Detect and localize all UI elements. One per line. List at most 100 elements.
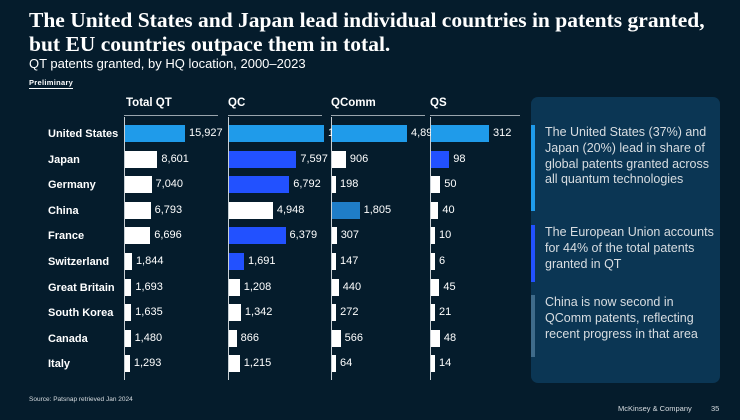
bar-total-qt — [125, 150, 158, 168]
bar-total-qt — [125, 329, 131, 347]
column-header-rule — [331, 115, 425, 116]
bar-qc — [229, 227, 286, 245]
bar-qcomm — [332, 201, 360, 219]
row-label-italy: Italy — [48, 358, 71, 371]
note-accent-bar — [531, 295, 535, 357]
data-label: 6,793 — [154, 203, 183, 216]
bar-qs — [431, 176, 441, 194]
data-label: 1,805 — [363, 203, 392, 216]
bar-qs — [431, 278, 440, 296]
insight-note-1: The United States (37%) and Japan (20%) … — [545, 125, 709, 187]
insight-note-2: The European Union accounts for 44% of t… — [545, 225, 714, 271]
bar-total-qt — [125, 176, 152, 194]
bar-qc — [229, 329, 237, 347]
row-label-france: France — [48, 230, 85, 243]
data-label: 1,635 — [135, 306, 163, 319]
note-accent-bar — [531, 225, 535, 282]
data-label: 98 — [453, 152, 466, 165]
row-label-germany: Germany — [48, 179, 96, 192]
bar-qcomm — [332, 304, 337, 322]
bar-qs — [431, 304, 435, 322]
bar-qs — [431, 227, 435, 245]
bar-total-qt — [125, 278, 132, 296]
data-label: 14 — [439, 357, 452, 370]
bar-qs — [431, 253, 435, 270]
data-label: 15,927 — [189, 127, 223, 139]
bar-total-qt — [125, 227, 151, 245]
data-label: 48 — [443, 331, 457, 344]
chart-subtitle: QT patents granted, by HQ location, 2000… — [29, 56, 306, 71]
data-label: 40 — [442, 203, 455, 216]
data-label: 440 — [342, 280, 362, 293]
data-label: 45 — [443, 280, 456, 293]
bar-qc — [229, 125, 324, 142]
column-axis-line — [430, 117, 431, 380]
column-axis-line — [331, 117, 332, 380]
column-axis-line — [228, 117, 229, 380]
data-label: 307 — [340, 229, 360, 242]
data-label: 1,691 — [247, 255, 276, 267]
data-label: 1,342 — [244, 306, 273, 319]
data-label: 6,792 — [293, 178, 321, 191]
data-label: 50 — [444, 178, 457, 191]
bar-qcomm — [332, 227, 337, 245]
preliminary-label: Preliminary — [29, 78, 74, 89]
data-label: 1,215 — [243, 357, 272, 370]
data-label: 7,597 — [300, 152, 328, 165]
bar-total-qt — [125, 201, 151, 219]
page-title: The United States and Japan lead individ… — [29, 8, 705, 56]
data-label: 10 — [439, 229, 452, 242]
row-label-south-korea: South Korea — [48, 307, 114, 320]
bar-qc — [229, 304, 241, 322]
data-label: 64 — [340, 357, 353, 370]
column-header-rule — [430, 115, 520, 116]
bar-qs — [431, 355, 435, 373]
row-label-united-states: United States — [48, 128, 119, 140]
data-label: 21 — [439, 306, 452, 319]
bar-total-qt — [125, 304, 132, 322]
bar-qs — [431, 201, 439, 219]
data-label: 6 — [439, 255, 446, 267]
data-label: 8,601 — [161, 152, 189, 165]
bar-qs — [431, 329, 440, 347]
data-label: 906 — [349, 152, 369, 165]
bar-total-qt — [125, 125, 185, 142]
bar-qc — [229, 176, 290, 194]
row-label-japan: Japan — [48, 153, 80, 166]
bar-qc — [229, 201, 273, 219]
bar-qc — [229, 278, 240, 296]
bar-total-qt — [125, 253, 132, 270]
source-note: Source: Patsnap retrieved Jan 2024 — [29, 396, 133, 403]
data-label: 1,693 — [135, 280, 163, 293]
column-header-qcomm: QComm — [331, 97, 376, 109]
bar-qcomm — [332, 176, 336, 194]
column-header-rule — [124, 115, 218, 116]
data-label: 1,208 — [243, 280, 272, 293]
note-accent-bar — [531, 125, 535, 211]
column-axis-line — [124, 117, 125, 380]
data-label: 566 — [344, 331, 364, 344]
bar-qcomm — [332, 355, 336, 373]
bar-qc — [229, 150, 297, 168]
data-label: 147 — [340, 255, 359, 267]
bar-total-qt — [125, 355, 130, 373]
bar-qcomm — [332, 253, 336, 270]
bar-qcomm — [332, 329, 341, 347]
bar-qc — [229, 253, 244, 270]
column-header-qs: QS — [430, 97, 447, 109]
data-label: 4,948 — [276, 203, 305, 216]
bar-qcomm — [332, 150, 346, 168]
data-label: 6,379 — [289, 229, 318, 242]
insights-panel: The United States (37%) and Japan (20%) … — [531, 97, 720, 383]
bar-qs — [431, 125, 489, 142]
bar-qc — [229, 355, 240, 373]
column-header-rule — [228, 115, 322, 116]
data-label: 272 — [340, 306, 359, 319]
insight-note-3: China is now second in QComm patents, re… — [545, 295, 698, 341]
row-label-switzerland: Switzerland — [48, 256, 110, 268]
row-label-canada: Canada — [48, 332, 88, 345]
data-label: 7,040 — [155, 178, 184, 191]
row-label-great-britain: Great Britain — [48, 281, 115, 294]
page-number: 35 — [711, 404, 720, 413]
bar-qcomm — [332, 278, 339, 296]
